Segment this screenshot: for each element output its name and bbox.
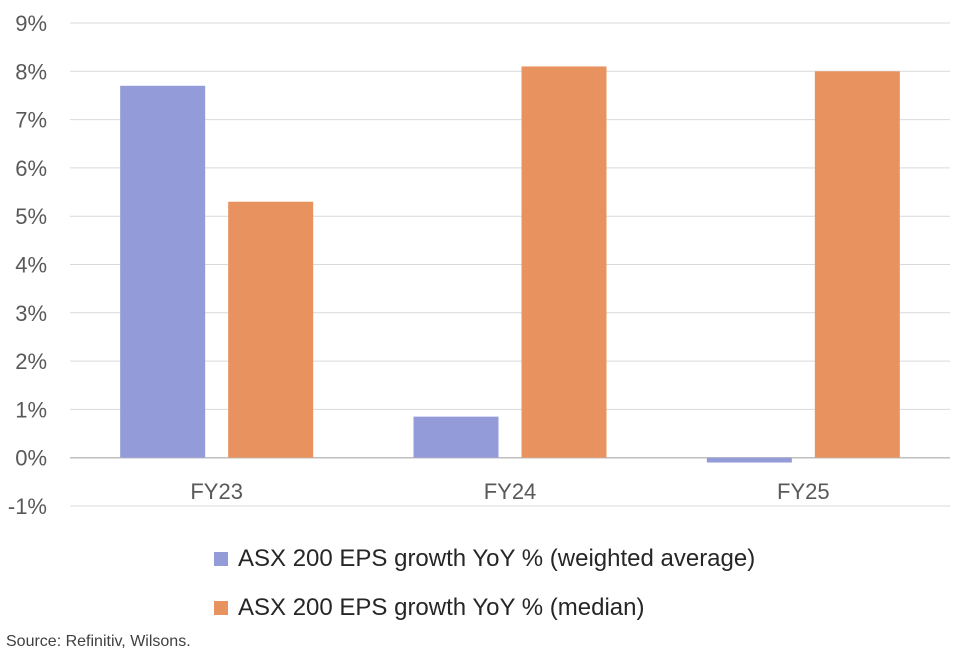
y-tick-label: 5% <box>15 204 47 229</box>
bar-fy24-series-1 <box>521 66 607 458</box>
y-tick-label: -1% <box>8 494 47 519</box>
bar-fy25-series-0 <box>706 457 792 463</box>
y-tick-label: 8% <box>15 59 47 84</box>
bar-chart: -1% 0% 1% 2% 3% 4% 5% 6% 7% 8% 9% FY23 FY24 FY25 <box>8 11 950 519</box>
legend-label-median: ASX 200 EPS growth YoY % (median) <box>238 594 645 621</box>
y-tick-label: 1% <box>15 397 47 422</box>
x-axis-labels: FY23 FY24 FY25 <box>190 479 829 504</box>
x-tick-label-fy24: FY24 <box>484 479 537 504</box>
y-axis-ticks: -1% 0% 1% 2% 3% 4% 5% 6% 7% 8% 9% <box>8 11 47 519</box>
legend-item-weighted-average: ASX 200 EPS growth YoY % (weighted avera… <box>214 545 755 573</box>
y-tick-label: 7% <box>15 108 47 133</box>
gridlines <box>70 22 950 507</box>
bar-fy23-series-1 <box>228 201 314 458</box>
y-tick-label: 0% <box>15 446 47 471</box>
legend-swatch-median <box>214 601 228 615</box>
y-tick-label: 9% <box>15 11 47 36</box>
bar-fy23-series-0 <box>120 85 206 458</box>
x-tick-label-fy25: FY25 <box>777 479 830 504</box>
legend-label-weighted-average: ASX 200 EPS growth YoY % (weighted avera… <box>238 545 756 572</box>
y-tick-label: 2% <box>15 349 47 374</box>
bars <box>120 66 900 463</box>
bar-fy25-series-1 <box>814 71 900 458</box>
y-tick-label: 6% <box>15 156 47 181</box>
y-tick-label: 3% <box>15 301 47 326</box>
y-tick-label: 4% <box>15 253 47 278</box>
legend-swatch-weighted-average <box>214 552 228 566</box>
legend-item-median: ASX 200 EPS growth YoY % (median) <box>214 594 644 622</box>
source-note: Source: Refinitiv, Wilsons. <box>6 633 191 650</box>
bar-fy24-series-0 <box>413 416 499 458</box>
x-tick-label-fy23: FY23 <box>190 479 243 504</box>
